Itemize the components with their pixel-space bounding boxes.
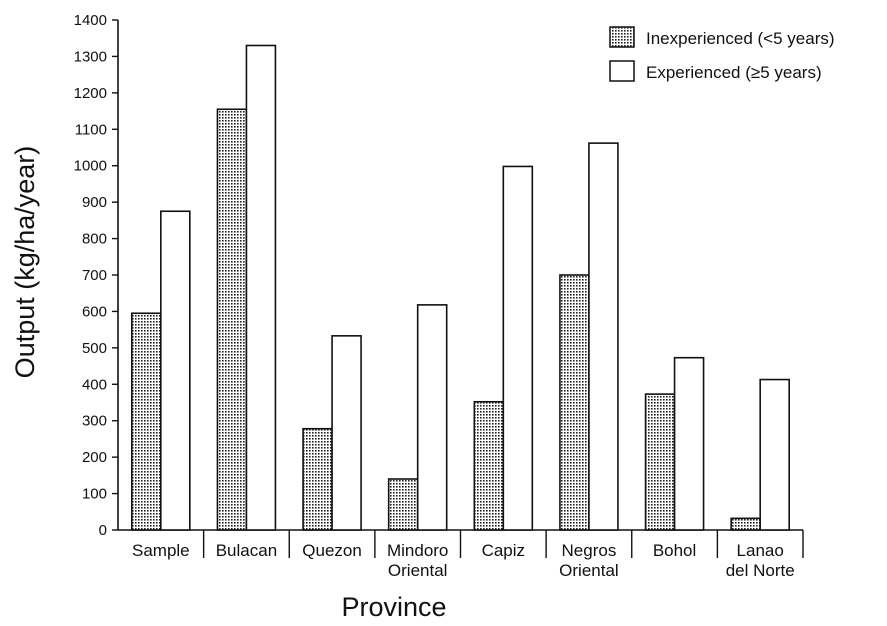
y-tick-label: 500: [82, 340, 107, 357]
y-tick-label: 700: [82, 267, 107, 284]
y-tick-label: 1300: [74, 48, 107, 65]
bar-experienced: [502, 165, 534, 531]
bar-inexperienced: [302, 427, 333, 531]
category-label: Sample: [132, 541, 190, 560]
y-tick-label: 900: [82, 194, 107, 211]
y-tick-label: 200: [82, 449, 107, 466]
y-axis-title: Output (kg/ha/year): [10, 146, 40, 379]
y-tick-label: 100: [82, 486, 107, 503]
y-tick-label: 1000: [74, 158, 107, 175]
bar-experienced: [331, 335, 362, 531]
y-tick-label: 300: [82, 413, 107, 430]
bar-inexperienced: [131, 312, 162, 531]
legend-swatch-experienced: [609, 60, 635, 82]
legend-label-inexperienced: Inexperienced (<5 years): [646, 29, 835, 48]
bar-experienced: [588, 142, 619, 531]
bar-inexperienced: [730, 517, 761, 531]
bar-experienced: [673, 356, 705, 531]
category-label: Bohol: [653, 541, 696, 560]
category-label: Quezon: [302, 541, 362, 560]
category-ticks: [202, 530, 804, 558]
category-label: Oriental: [388, 561, 448, 580]
y-tick-label: 1100: [75, 121, 107, 138]
y-tick-label: 0: [99, 522, 107, 539]
bars: [131, 44, 790, 531]
legend-label-experienced: Experienced (≥5 years): [646, 63, 822, 82]
y-tick-label: 1400: [74, 12, 107, 29]
category-label: Oriental: [559, 561, 619, 580]
bar-inexperienced: [473, 400, 505, 531]
category-label: Capiz: [482, 541, 525, 560]
category-label: Lanao: [737, 541, 784, 560]
legend: Inexperienced (<5 years) Experienced (≥5…: [609, 26, 835, 82]
bar-inexperienced: [387, 478, 419, 531]
y-tick-label: 400: [82, 376, 107, 393]
category-label: Negros: [562, 541, 617, 560]
bar-experienced: [759, 378, 790, 531]
category-label: del Norte: [726, 561, 795, 580]
x-axis-title: Province: [341, 592, 446, 622]
bar-inexperienced: [216, 108, 248, 531]
y-tick-label: 600: [82, 303, 107, 320]
category-label: Mindoro: [387, 541, 448, 560]
legend-swatch-inexperienced: [609, 26, 635, 48]
bar-inexperienced: [559, 274, 590, 531]
bar-inexperienced: [644, 393, 676, 531]
y-ticks: 0 100 200 300 400 500 600 700 800 900 1000 1100 1200…: [74, 12, 118, 539]
y-tick-label: 800: [82, 231, 107, 248]
bar-experienced: [416, 304, 448, 531]
category-label: Bulacan: [216, 541, 277, 560]
y-tick-label: 1200: [74, 85, 107, 102]
bar-experienced: [160, 210, 191, 531]
bar-experienced: [245, 44, 277, 531]
